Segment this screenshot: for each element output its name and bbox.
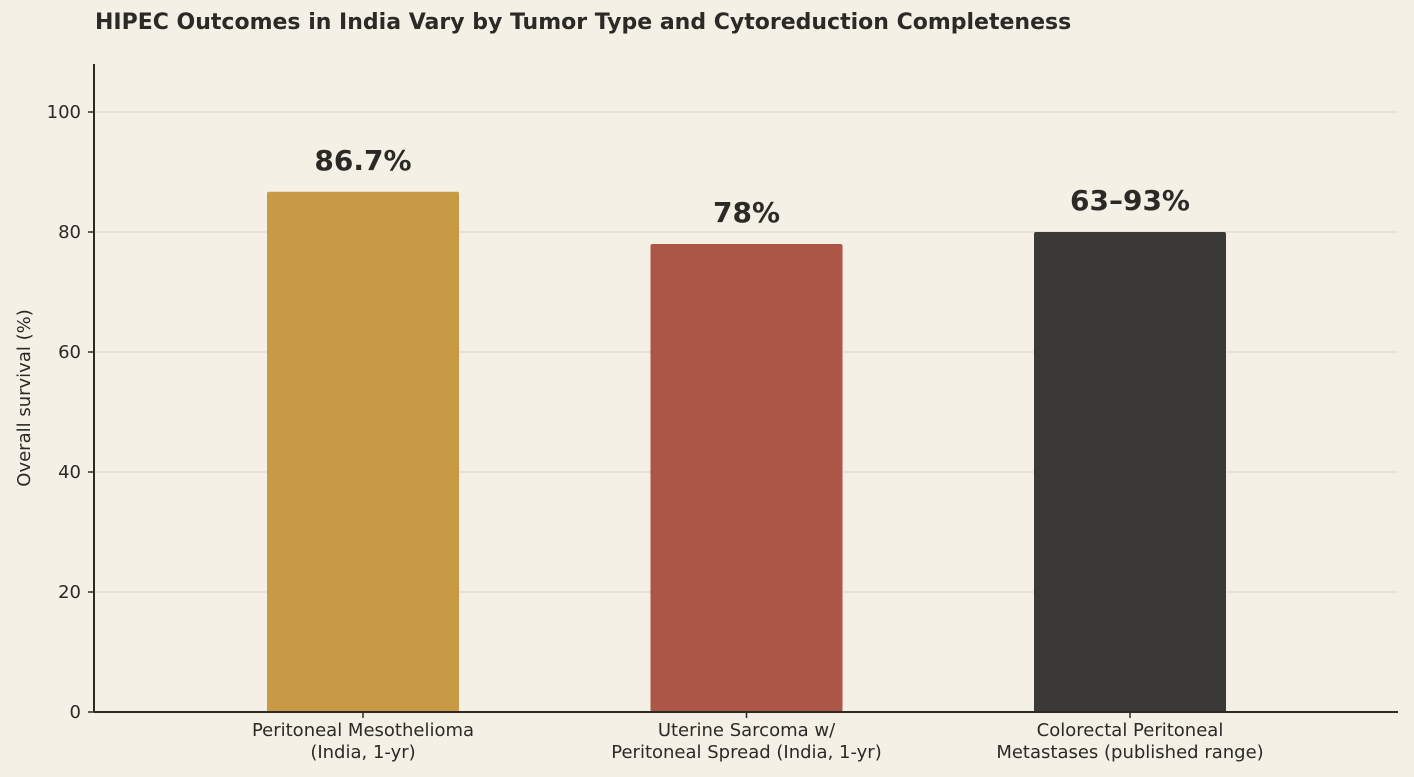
y-tick-label: 0 <box>70 702 81 723</box>
y-ticks: 0 20 40 60 80 100 <box>47 102 94 723</box>
bar <box>267 191 459 713</box>
x-tick-label: Colorectal Peritoneal <box>1037 720 1224 741</box>
bars <box>267 191 1226 713</box>
x-tick-label: Peritoneal Spread (India, 1-yr) <box>611 742 881 763</box>
y-tick-label: 100 <box>47 102 81 123</box>
chart-title: HIPEC Outcomes in India Vary by Tumor Ty… <box>95 10 1072 35</box>
x-tick-label: (India, 1-yr) <box>310 742 415 763</box>
y-axis-title: Overall survival (%) <box>14 309 35 486</box>
x-tick-label: Uterine Sarcoma w/ <box>658 720 836 741</box>
y-tick-label: 60 <box>58 342 81 363</box>
x-tick-label: Metastases (published range) <box>996 742 1263 763</box>
bar <box>1034 232 1226 712</box>
y-tick-label: 40 <box>58 462 81 483</box>
bar <box>650 244 843 712</box>
data-label: 78% <box>713 196 780 229</box>
y-tick-label: 80 <box>58 222 81 243</box>
x-tick-label: Peritoneal Mesothelioma <box>252 720 474 741</box>
data-label: 63–93% <box>1070 184 1190 217</box>
data-labels: 86.7% 78% 63–93% <box>314 144 1190 229</box>
data-label: 86.7% <box>314 144 411 177</box>
y-tick-label: 20 <box>58 582 81 603</box>
x-tick-labels: Peritoneal Mesothelioma(India, 1-yr) Uter… <box>252 712 1264 763</box>
